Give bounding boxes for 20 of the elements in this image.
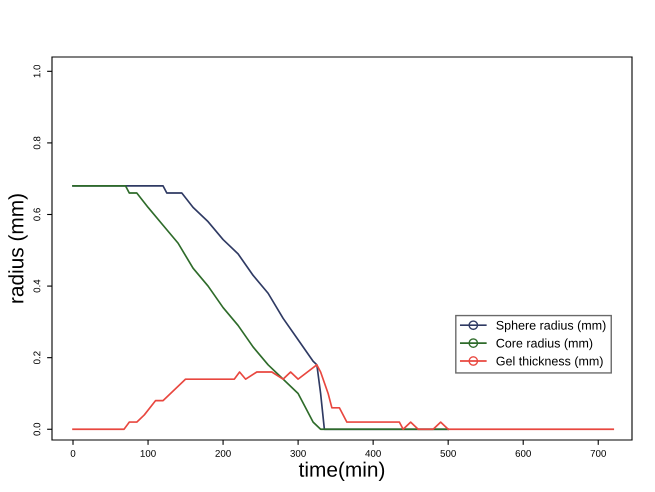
y-tick-label: 0.0 [33,422,40,436]
x-tick-label: 500 [440,450,456,457]
legend-label: Gel thickness (mm) [496,356,603,368]
x-tick-label: 0 [70,450,76,457]
y-tick-label: 1.0 [33,64,40,78]
x-tick-label: 300 [290,450,306,457]
legend-label: Core radius (mm) [496,338,592,350]
x-tick-label: 200 [215,450,231,457]
x-tick-label: 400 [365,450,381,457]
y-tick-label: 0.2 [33,351,40,364]
x-tick-label: 600 [516,450,531,457]
x-tick-label: 700 [590,450,606,457]
y-axis-title: radius (mm) [8,194,28,303]
y-tick-label: 0.8 [33,136,40,150]
line-series [72,185,450,430]
x-tick-label: 100 [140,450,156,457]
y-tick-label: 0.4 [33,280,40,292]
y-tick-label: 0.6 [33,208,40,221]
legend-label: Sphere radius (mm) [496,320,606,332]
x-axis-title: time(min) [298,462,384,481]
